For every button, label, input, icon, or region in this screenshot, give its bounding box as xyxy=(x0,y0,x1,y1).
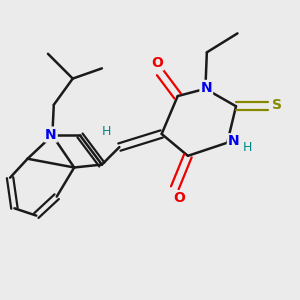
Text: S: S xyxy=(272,98,282,112)
Text: N: N xyxy=(45,128,57,142)
Text: H: H xyxy=(242,141,252,154)
Text: H: H xyxy=(102,124,111,138)
Text: N: N xyxy=(228,134,239,148)
Text: O: O xyxy=(173,191,185,205)
Text: N: N xyxy=(200,81,212,95)
Text: O: O xyxy=(152,56,163,70)
